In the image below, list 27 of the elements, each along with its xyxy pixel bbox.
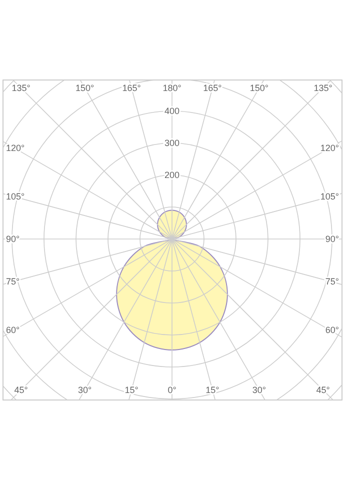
spoke-label: 180° bbox=[162, 83, 182, 93]
spoke-label: 30° bbox=[78, 385, 92, 395]
spoke-label: 135° bbox=[314, 83, 333, 93]
spoke-label: 150° bbox=[250, 83, 269, 93]
y-tick-label: 200 bbox=[164, 170, 180, 180]
spoke-label: 105° bbox=[320, 192, 340, 202]
spoke-label: 60° bbox=[325, 325, 340, 336]
spoke-label: 75° bbox=[6, 276, 20, 286]
spoke-label: 105° bbox=[6, 192, 26, 202]
y-tick-label: 300 bbox=[164, 138, 180, 148]
spoke-label: 165° bbox=[122, 83, 142, 93]
spoke-label: 15° bbox=[206, 385, 220, 395]
spoke-label: 165° bbox=[203, 83, 222, 93]
spoke-label: 135° bbox=[12, 83, 31, 93]
spoke-label: 15° bbox=[124, 385, 139, 395]
spoke-label: 45° bbox=[316, 385, 330, 395]
spoke-label: 150° bbox=[76, 83, 95, 93]
spoke-label: 90° bbox=[325, 234, 340, 244]
spoke-label: 60° bbox=[6, 325, 20, 336]
spoke-label: 120° bbox=[320, 142, 340, 153]
y-tick-label: 400 bbox=[164, 106, 180, 116]
spoke-label: 30° bbox=[252, 385, 266, 395]
spoke-label: 75° bbox=[325, 276, 340, 286]
spoke-label: 45° bbox=[14, 385, 28, 395]
spoke-label: 90° bbox=[6, 234, 20, 244]
spoke-label: 0° bbox=[168, 385, 177, 395]
spoke-label: 120° bbox=[6, 142, 26, 153]
